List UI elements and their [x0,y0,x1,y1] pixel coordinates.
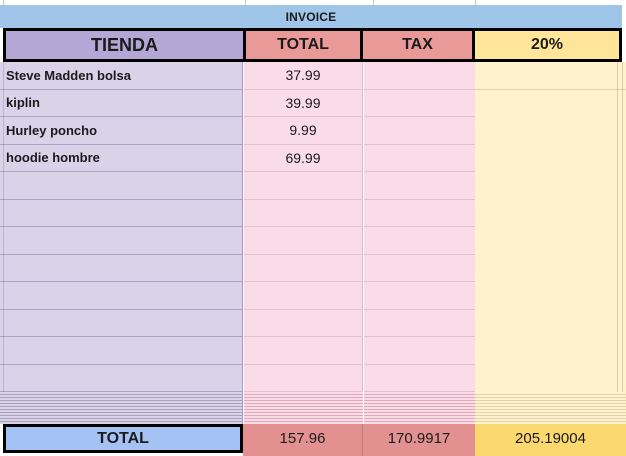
hidden-rows-band-tienda [0,392,243,424]
tax-cell[interactable] [364,282,475,310]
tienda-cell[interactable] [0,200,242,227]
total-cell[interactable] [244,310,362,337]
column-header-total[interactable]: TOTAL [246,31,360,59]
top-gridline [245,0,246,5]
footer-tax-value[interactable]: 170.9917 [363,424,475,456]
tax-cell[interactable] [364,90,475,117]
hidden-rows-band-tax [364,392,475,424]
tax-cell[interactable] [364,255,475,282]
invoice-title: INVOICE [285,9,337,24]
header-row: TIENDA TOTAL TAX 20% [3,28,622,62]
tienda-cell[interactable]: kiplin [0,90,242,117]
gridline [622,62,623,456]
total-cell[interactable] [244,200,362,227]
total-cell[interactable] [244,282,362,310]
total-cell[interactable] [244,172,362,200]
pct-cell[interactable] [475,117,626,145]
pct-cell[interactable] [475,365,626,393]
total-cell[interactable] [244,227,362,255]
column-header-20pct[interactable]: 20% [475,31,619,59]
hidden-rows-band-total [244,392,363,424]
top-gridline [373,0,374,5]
tienda-cell[interactable]: Hurley poncho [0,117,242,145]
tax-cell[interactable] [364,310,475,337]
tienda-cell[interactable] [0,282,242,310]
tienda-cell[interactable] [0,337,242,365]
total-cell[interactable] [244,365,362,392]
tax-cell[interactable] [364,117,475,145]
gridline [617,62,618,456]
pct-cell[interactable] [475,310,626,338]
gridline [3,62,4,392]
column-header-tienda[interactable]: TIENDA [6,31,243,59]
pct-cell[interactable] [475,282,626,310]
tax-cell[interactable] [364,200,475,227]
top-gridline [3,0,4,5]
tienda-cell[interactable]: hoodie hombre [0,145,242,172]
tax-cell[interactable] [364,227,475,255]
top-gridline [475,0,476,5]
tax-cell[interactable] [364,62,475,90]
pct-cell[interactable] [475,62,626,90]
tienda-cell[interactable] [0,227,242,255]
column-tax [364,62,475,392]
pct-cell[interactable] [475,145,626,173]
pct-cell[interactable] [475,227,626,255]
total-cell[interactable] [244,255,362,282]
pct-cell[interactable] [475,200,626,228]
total-cell[interactable]: 37.99 [244,62,362,90]
invoice-banner-cell[interactable]: INVOICE [0,5,622,28]
hidden-rows-band-20pct [475,392,626,424]
tax-cell[interactable] [364,337,475,365]
total-cell[interactable]: 39.99 [244,90,362,117]
pct-cell[interactable] [475,255,626,283]
tienda-cell[interactable]: Steve Madden bolsa [0,62,242,90]
total-cell[interactable]: 69.99 [244,145,362,172]
column-20pct [475,62,626,392]
pct-cell[interactable] [475,172,626,200]
footer-total-label-cell[interactable]: TOTAL [3,424,243,453]
tienda-cell[interactable] [0,172,242,200]
total-cell[interactable]: 9.99 [244,117,362,145]
pct-cell[interactable] [475,90,626,118]
column-total: 37.99 39.99 9.99 69.99 [244,62,363,392]
pct-cell[interactable] [475,337,626,365]
tax-cell[interactable] [364,365,475,392]
tienda-cell[interactable] [0,365,242,392]
tax-cell[interactable] [364,145,475,172]
tax-cell[interactable] [364,172,475,200]
tienda-cell[interactable] [0,310,242,337]
footer-total-value[interactable]: 157.96 [243,424,363,456]
tienda-cell[interactable] [0,255,242,282]
column-header-tax[interactable]: TAX [363,31,472,59]
column-tienda: Steve Madden bolsa kiplin Hurley poncho … [0,62,243,392]
footer-20pct-value[interactable]: 205.19004 [475,424,626,456]
total-cell[interactable] [244,337,362,365]
